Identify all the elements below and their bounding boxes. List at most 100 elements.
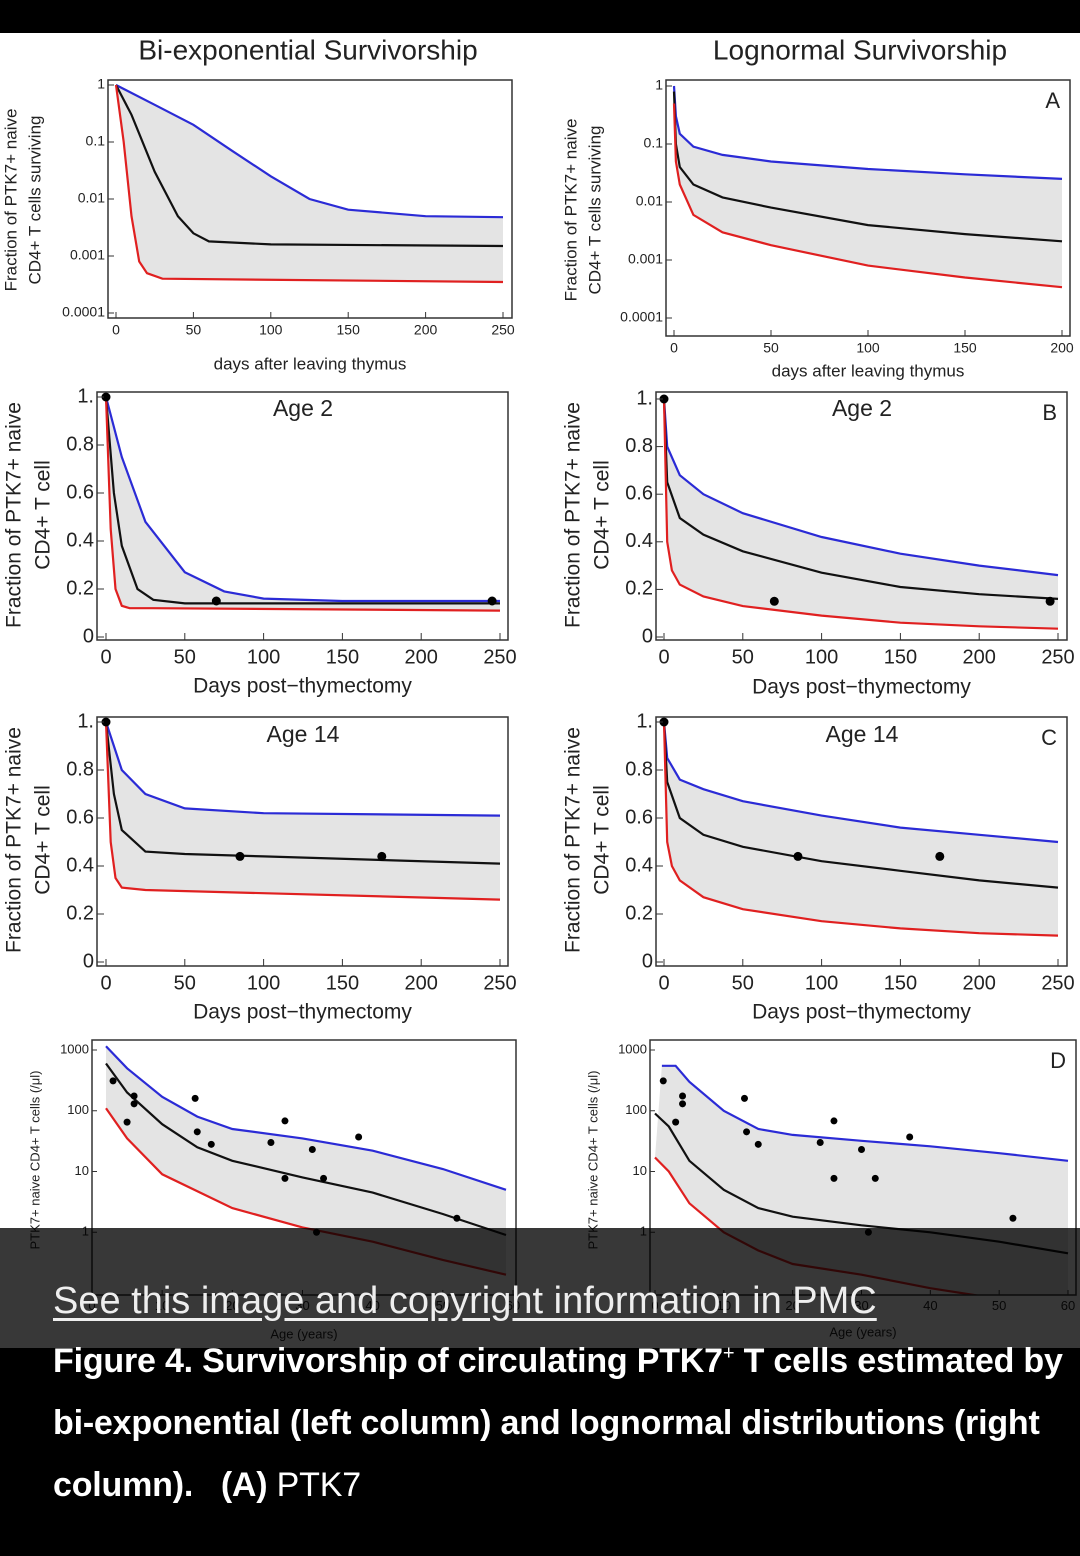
- chart-title: Lognormal Survivorship: [713, 34, 1007, 65]
- band: [674, 86, 1062, 288]
- data-point: [816, 1139, 824, 1147]
- y-axis-label: Fraction of PTK7+ naive: [561, 119, 580, 302]
- curve: [115, 84, 504, 248]
- y-tick-label: 100: [67, 1102, 89, 1117]
- data-point: [109, 1077, 117, 1085]
- y-tick-label: 1.: [77, 710, 94, 732]
- chart-title: Age 2: [832, 395, 892, 421]
- y-tick-label: 0.8: [625, 435, 653, 457]
- y-tick-label: 0.01: [636, 193, 663, 209]
- y-tick-label: 0.8: [66, 758, 94, 780]
- x-tick-label: 200: [1050, 339, 1074, 355]
- y-axis-label: Fraction of PTK7+ naive: [3, 727, 26, 953]
- data-point: [769, 596, 779, 606]
- x-tick-label: 150: [337, 321, 361, 337]
- data-point: [487, 596, 497, 606]
- x-tick-label: 0: [100, 972, 111, 994]
- plot: [659, 717, 1059, 937]
- y-tick-label: 0.4: [625, 530, 653, 552]
- x-tick-label: 150: [326, 972, 359, 994]
- data-point: [740, 1094, 748, 1102]
- x-tick-label: 50: [763, 339, 779, 355]
- y-axis-label: Fraction of PTK7+ naive: [1, 109, 20, 292]
- x-tick-label: 150: [953, 339, 977, 355]
- data-point: [267, 1139, 275, 1147]
- data-point: [906, 1133, 914, 1141]
- x-tick-label: 50: [186, 321, 202, 337]
- x-tick-label: 100: [805, 646, 838, 668]
- x-tick-label: 250: [1041, 972, 1074, 994]
- curve: [104, 396, 500, 605]
- y-tick-label: 0.8: [625, 758, 653, 780]
- y-axis-label: PTK7+ naive CD4+ T cells (/μl): [585, 1071, 600, 1250]
- y-tick-label: 0.4: [66, 854, 94, 876]
- x-tick-label: 100: [247, 646, 280, 668]
- y-axis-label: Fraction of PTK7+ naive: [3, 402, 26, 628]
- x-tick-label: 200: [414, 321, 438, 337]
- band: [664, 722, 1058, 936]
- x-tick-label: 0: [670, 339, 678, 355]
- curve: [104, 721, 501, 901]
- chart-title: Age 14: [267, 721, 340, 747]
- caption-text: PTK7: [276, 1466, 361, 1504]
- curve: [104, 721, 501, 865]
- band: [106, 722, 500, 900]
- curve: [662, 398, 1059, 630]
- x-tick-label: 250: [483, 646, 516, 668]
- plot: [672, 85, 1063, 289]
- y-tick-label: 0: [642, 625, 653, 647]
- x-tick-label: 0: [100, 646, 111, 668]
- x-tick-label: 150: [884, 646, 917, 668]
- y-tick-label: 0.1: [644, 135, 664, 151]
- curve: [104, 396, 501, 612]
- y-axis-label: CD4+ T cells surviving: [585, 126, 604, 295]
- plot: [659, 394, 1059, 630]
- x-tick-label: 250: [1041, 646, 1074, 668]
- overlay: [0, 1228, 1080, 1348]
- data-point: [235, 851, 245, 861]
- y-axis-label: CD4+ T cell: [591, 460, 614, 570]
- frame: [96, 716, 509, 967]
- copyright-link[interactable]: See this image and copyright information…: [53, 1280, 877, 1322]
- band: [664, 399, 1058, 629]
- x-axis-label: Days post−thymectomy: [752, 1001, 971, 1024]
- frame: [655, 716, 1068, 967]
- y-tick-label: 1.: [636, 387, 653, 409]
- frame: [655, 391, 1068, 641]
- data-point: [355, 1133, 363, 1141]
- plot: [105, 1045, 507, 1276]
- y-tick-label: 100: [625, 1102, 647, 1117]
- x-axis-label: days after leaving thymus: [772, 361, 965, 380]
- data-point: [679, 1092, 687, 1100]
- data-point: [308, 1146, 316, 1154]
- data-point: [659, 1077, 667, 1085]
- x-axis-label: Days post−thymectomy: [193, 1001, 412, 1024]
- y-tick-label: 0.001: [628, 251, 663, 267]
- caption-sup: +: [722, 1342, 735, 1365]
- x-tick-label: 200: [963, 646, 996, 668]
- data-point: [281, 1117, 289, 1125]
- curve: [661, 1064, 1069, 1162]
- y-tick-label: 0.001: [70, 247, 105, 263]
- y-tick-label: 0.2: [66, 902, 94, 924]
- data-point: [1045, 596, 1055, 606]
- y-tick-label: 0.6: [625, 806, 653, 828]
- y-axis-label: CD4+ T cells surviving: [25, 116, 44, 285]
- y-tick-label: 1.: [636, 710, 653, 732]
- panel-letter: A: [1045, 88, 1060, 113]
- y-tick-label: 1000: [618, 1041, 647, 1056]
- chart-title: Age 14: [826, 721, 899, 747]
- curve: [105, 1045, 507, 1191]
- curve: [662, 721, 1059, 937]
- curve: [104, 721, 501, 817]
- data-point: [1009, 1214, 1017, 1222]
- curve: [114, 84, 504, 284]
- caption-panel: [0, 1348, 1080, 1556]
- band: [116, 85, 503, 282]
- curve: [672, 91, 1063, 243]
- caption: Figure 4. Survivorship of circulating PT…: [53, 1330, 1063, 1516]
- x-axis-label: Days post−thymectomy: [193, 675, 412, 698]
- band: [106, 397, 500, 611]
- x-tick-label: 150: [884, 972, 917, 994]
